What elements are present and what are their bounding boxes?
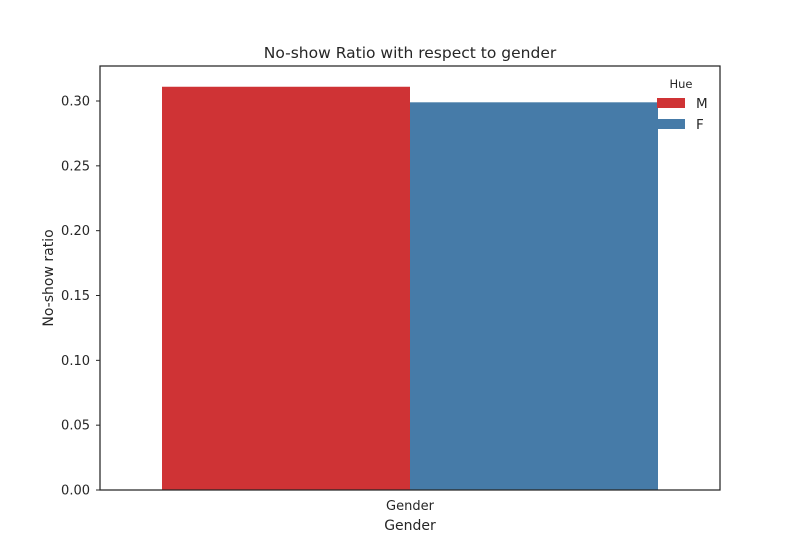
- x-axis-ticks: Gender: [386, 499, 435, 514]
- legend-label-m: M: [696, 96, 708, 112]
- x-tick-label: Gender: [386, 499, 435, 514]
- legend-swatch-f: [657, 119, 685, 129]
- legend-label-f: F: [696, 117, 704, 133]
- bar-m: [162, 86, 410, 490]
- y-tick-label: 0.05: [61, 419, 90, 434]
- legend: Hue MF: [657, 77, 708, 133]
- y-tick-label: 0.00: [61, 484, 90, 499]
- y-axis-ticks: 0.00 0.05 0.10 0.15 0.20 0.25 0.30: [61, 95, 100, 499]
- legend-swatch-m: [657, 98, 685, 108]
- y-tick-label: 0.25: [61, 159, 90, 174]
- bars-group: [162, 86, 658, 490]
- bar-f: [410, 102, 658, 490]
- legend-title: Hue: [669, 77, 692, 91]
- chart-title: No-show Ratio with respect to gender: [264, 44, 557, 62]
- y-tick-label: 0.30: [61, 95, 90, 110]
- y-tick-label: 0.10: [61, 354, 90, 369]
- y-axis-label: No-show ratio: [41, 229, 57, 326]
- y-tick-label: 0.15: [61, 289, 90, 304]
- y-tick-label: 0.20: [61, 224, 90, 239]
- x-axis-label: Gender: [384, 518, 436, 534]
- plot-frame: [99, 65, 721, 491]
